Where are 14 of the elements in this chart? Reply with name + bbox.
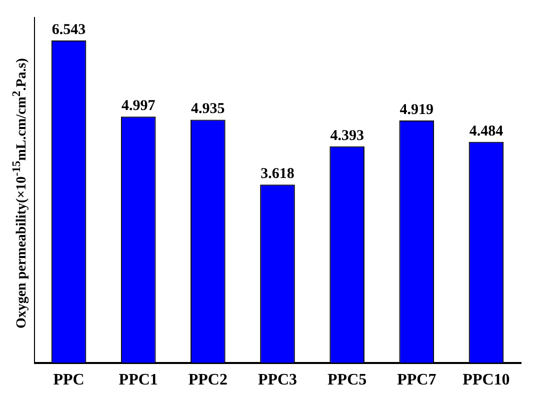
- data-label: 3.618: [260, 166, 294, 182]
- x-tick-label: PPC5: [328, 372, 367, 389]
- data-label: 4.997: [121, 98, 156, 114]
- x-tick-label: PPC3: [258, 372, 298, 389]
- data-label: 4.935: [191, 101, 225, 118]
- data-label: 4.919: [400, 102, 434, 118]
- x-tick-label: PPC7: [397, 372, 436, 389]
- x-tick-label: PPC10: [462, 372, 510, 389]
- x-tick-label: PPC1: [118, 372, 158, 389]
- data-label: 4.393: [330, 128, 364, 144]
- data-label: 6.543: [52, 22, 86, 38]
- x-tick-label: PPC: [53, 372, 84, 389]
- x-tick-label: PPC2: [188, 372, 228, 389]
- data-label: 4.484: [469, 123, 504, 140]
